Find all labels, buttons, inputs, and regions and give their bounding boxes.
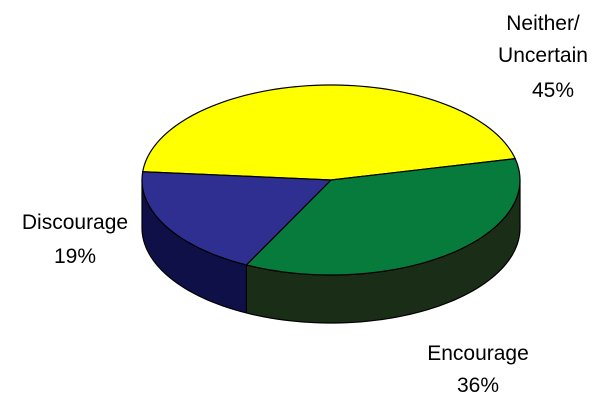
slice-neither [142, 84, 516, 181]
slice-discourage [141, 171, 332, 266]
slice-label-neither: Neither/ Uncertain 45% [498, 12, 588, 102]
slice-label-neither-line2: Uncertain [498, 44, 588, 67]
slice-label-discourage: Discourage 19% [22, 211, 128, 268]
slice-value-discourage: 19% [54, 245, 96, 268]
slice-encourage [245, 158, 521, 276]
slice-value-encourage: 36% [457, 374, 499, 397]
slice-label-encourage-line1: Encourage [427, 342, 529, 365]
slice-label-encourage: Encourage 36% [427, 342, 529, 397]
slice-label-neither-line1: Neither/ [506, 12, 580, 35]
slice-value-neither: 45% [532, 79, 574, 102]
slice-label-discourage-line1: Discourage [22, 211, 128, 234]
pie-tops [141, 84, 521, 276]
